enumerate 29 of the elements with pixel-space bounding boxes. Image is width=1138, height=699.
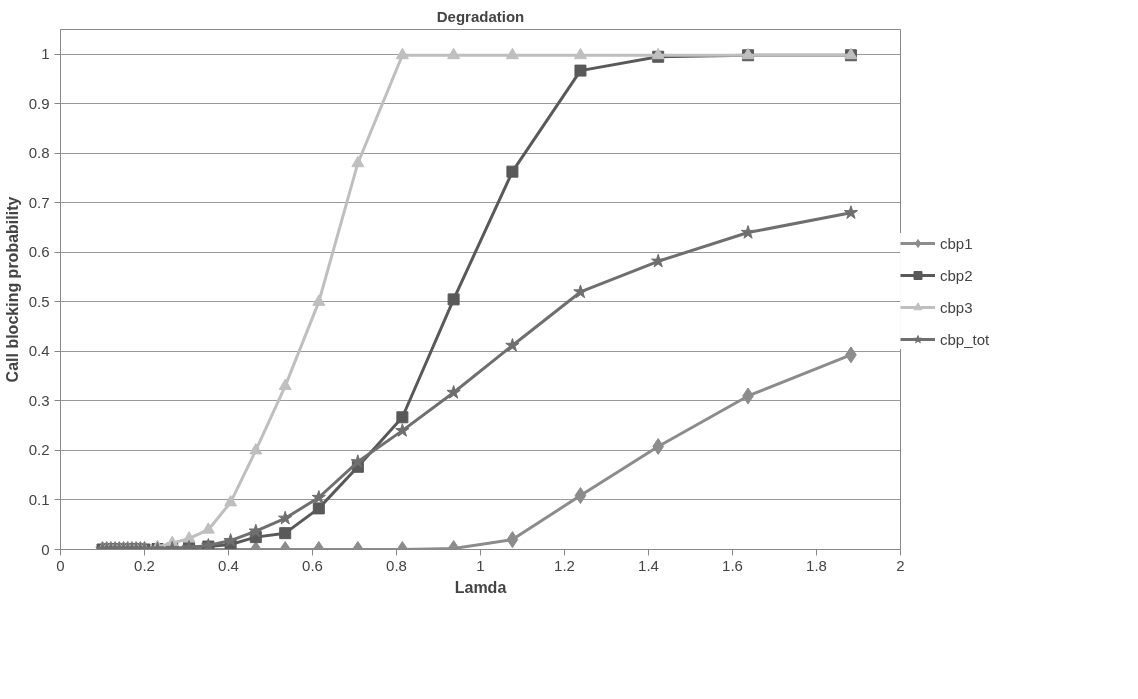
y-tick-label: 0 xyxy=(41,540,50,558)
x-axis-title: Lamda xyxy=(454,578,507,596)
legend-label: cbp_tot xyxy=(940,330,990,348)
x-tick-label: 0.4 xyxy=(218,556,239,574)
y-tick-label: 0.6 xyxy=(28,243,50,261)
x-tick-label: 1.2 xyxy=(554,556,575,574)
chart-title: Degradation xyxy=(436,7,525,25)
x-tick-label: 1.6 xyxy=(722,556,743,574)
x-tick-label: 0 xyxy=(56,556,65,574)
x-tick-label: 1.4 xyxy=(638,556,659,574)
y-tick-label: 0.5 xyxy=(28,292,50,310)
y-tick-label: 0.2 xyxy=(28,441,50,459)
y-tick-label: 0.1 xyxy=(28,490,50,508)
x-tick-label: 1.8 xyxy=(806,556,827,574)
x-tick-label: 2 xyxy=(896,556,905,574)
legend-label: cbp1 xyxy=(940,234,973,252)
y-tick-label: 0.9 xyxy=(28,94,50,112)
legend-label: cbp3 xyxy=(940,298,973,316)
legend-label: cbp2 xyxy=(940,266,973,284)
y-tick-label: 0.8 xyxy=(28,144,50,162)
x-tick-label: 0.6 xyxy=(302,556,323,574)
x-tick-label: 0.2 xyxy=(134,556,155,574)
y-axis-title: Call blocking probability xyxy=(3,196,21,383)
y-tick-label: 1 xyxy=(41,45,50,63)
y-tick-label: 0.3 xyxy=(28,391,50,409)
x-tick-label: 1 xyxy=(476,556,485,574)
y-tick-label: 0.7 xyxy=(28,193,50,211)
y-tick-label: 0.4 xyxy=(28,342,50,360)
x-tick-label: 0.8 xyxy=(386,556,407,574)
